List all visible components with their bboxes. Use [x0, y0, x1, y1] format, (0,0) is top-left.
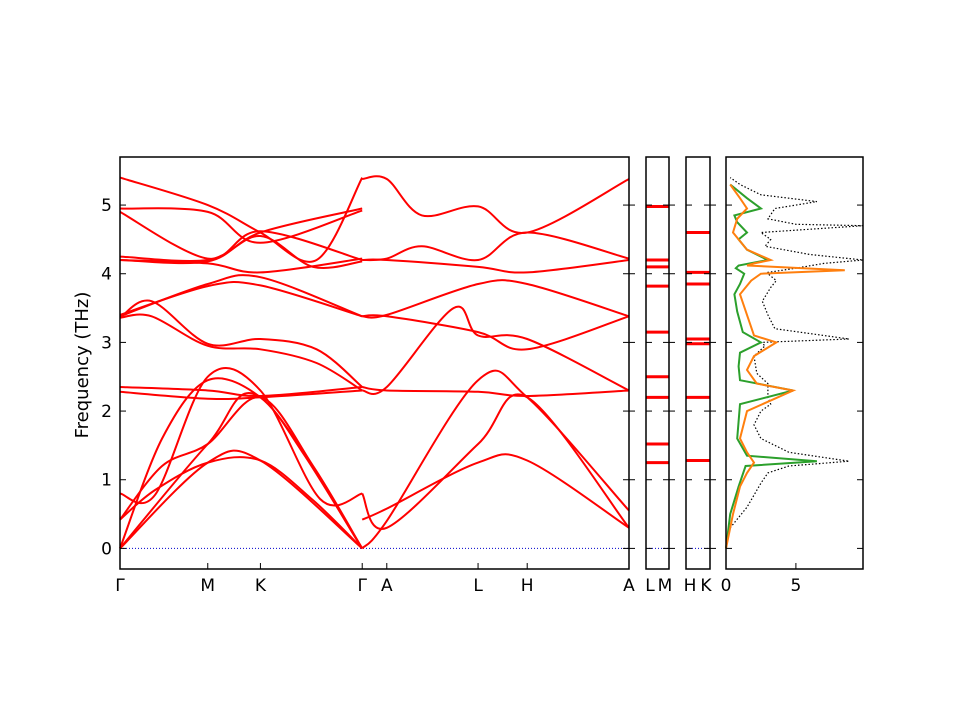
x-tick-label: M [658, 576, 673, 596]
x-tick-label: K [700, 576, 712, 596]
phonon-branch [119, 281, 363, 318]
phonon-branch [119, 449, 363, 550]
x-tick-label: L [473, 576, 483, 596]
phonon-branch [362, 231, 630, 262]
phonon-branch [119, 207, 363, 244]
phonon-branch [119, 211, 363, 261]
plot-frame [645, 156, 670, 570]
total-dos-curve [725, 177, 864, 549]
partial-dos-curve [725, 183, 817, 549]
y-tick-label: 5 [101, 196, 112, 216]
y-tick-label: 2 [101, 402, 112, 422]
phonon-branch [119, 234, 363, 269]
x-tick-label: 0 [721, 576, 732, 596]
phonon-branch [119, 377, 364, 549]
y-tick-label: 0 [101, 539, 112, 559]
x-tick-label: A [381, 576, 393, 596]
phonon-branch [119, 389, 363, 401]
x-tick-label: H [684, 576, 697, 596]
plot-frame [685, 156, 711, 570]
phonon-branch [361, 393, 630, 530]
phonon-branch [362, 305, 630, 396]
phonon-branch [119, 313, 363, 392]
y-axis-label: Frequency (THz) [72, 292, 93, 439]
phonon-branch [362, 279, 630, 319]
y-tick-label: 4 [101, 265, 112, 285]
phonon-branch [362, 258, 630, 274]
x-tick-label: Γ [357, 576, 367, 596]
x-tick-label: M [200, 576, 215, 596]
x-tick-label: H [521, 576, 534, 596]
x-tick-label: K [255, 576, 267, 596]
plot-frame [119, 156, 630, 570]
phonon-branch [119, 299, 363, 388]
phonon-branch [119, 456, 363, 550]
phonon-branch [362, 175, 630, 234]
phonon-branch [361, 369, 630, 550]
y-tick-label: 3 [101, 333, 112, 353]
phonon-branch [119, 396, 364, 549]
phonon-branch [119, 274, 363, 318]
phonon-branch [362, 386, 630, 398]
phonon-branch [119, 176, 364, 263]
x-tick-label: Γ [115, 576, 125, 596]
phonon-branch [119, 386, 363, 398]
phonon-branch [361, 453, 630, 529]
phonon-branch [362, 314, 630, 351]
partial-dos-curve [725, 183, 845, 549]
plot-frame [725, 156, 864, 570]
x-tick-label: 5 [790, 576, 801, 596]
y-tick-label: 1 [101, 471, 112, 491]
phonon-branch [119, 367, 363, 507]
x-tick-label: L [645, 576, 655, 596]
x-tick-label: A [623, 576, 635, 596]
phonon-branch [119, 257, 363, 274]
